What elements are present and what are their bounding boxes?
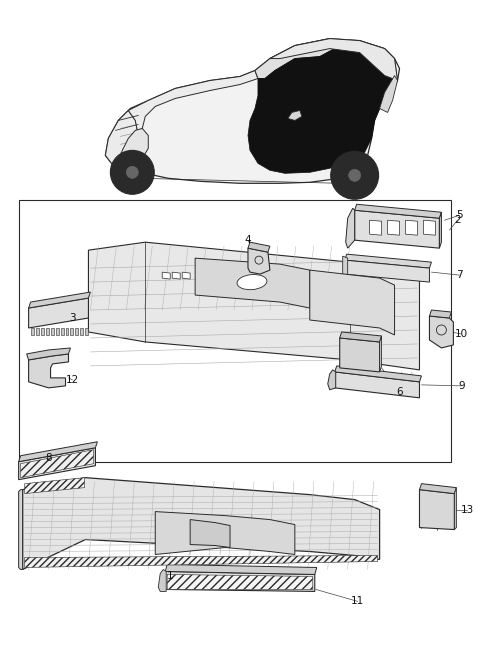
Polygon shape (19, 448, 96, 480)
Polygon shape (190, 520, 230, 548)
Polygon shape (355, 210, 439, 248)
Text: 12: 12 (66, 375, 79, 385)
Polygon shape (328, 370, 336, 390)
Polygon shape (23, 478, 380, 570)
Polygon shape (155, 511, 295, 555)
Polygon shape (36, 328, 38, 335)
Polygon shape (65, 328, 69, 335)
Polygon shape (29, 354, 69, 388)
Polygon shape (439, 212, 442, 248)
Polygon shape (182, 272, 190, 279)
Polygon shape (345, 254, 432, 268)
Polygon shape (310, 270, 395, 335)
Polygon shape (430, 310, 451, 318)
Polygon shape (71, 328, 73, 335)
Polygon shape (88, 242, 420, 370)
Polygon shape (75, 328, 78, 335)
Polygon shape (85, 328, 88, 335)
Polygon shape (29, 298, 88, 328)
Polygon shape (46, 328, 48, 335)
Text: 3: 3 (69, 313, 76, 323)
Polygon shape (162, 272, 170, 279)
Text: 2: 2 (454, 215, 461, 225)
Polygon shape (380, 336, 382, 372)
Polygon shape (455, 488, 456, 530)
Text: 9: 9 (458, 381, 465, 391)
Polygon shape (420, 484, 456, 493)
Polygon shape (56, 328, 59, 335)
Polygon shape (255, 39, 335, 79)
Ellipse shape (237, 275, 267, 290)
Circle shape (126, 166, 138, 178)
Polygon shape (335, 372, 420, 398)
Polygon shape (172, 272, 180, 279)
Polygon shape (19, 442, 97, 462)
Polygon shape (106, 110, 138, 168)
Polygon shape (41, 328, 44, 335)
Polygon shape (430, 316, 454, 348)
Polygon shape (346, 208, 355, 248)
Polygon shape (380, 75, 397, 112)
Text: 11: 11 (351, 597, 364, 606)
Polygon shape (19, 490, 23, 570)
Polygon shape (195, 258, 310, 308)
Polygon shape (158, 570, 166, 591)
Polygon shape (60, 328, 63, 335)
Polygon shape (21, 450, 94, 478)
Polygon shape (24, 478, 84, 493)
Polygon shape (355, 204, 442, 218)
Polygon shape (423, 220, 435, 235)
Polygon shape (31, 328, 34, 335)
Text: 10: 10 (455, 329, 468, 339)
Polygon shape (345, 260, 430, 282)
Polygon shape (26, 348, 71, 360)
Circle shape (110, 150, 154, 194)
Text: 4: 4 (245, 235, 252, 245)
Polygon shape (165, 571, 315, 591)
Polygon shape (406, 220, 418, 235)
Polygon shape (115, 128, 148, 168)
Polygon shape (387, 220, 399, 235)
Polygon shape (248, 41, 397, 174)
Text: 6: 6 (396, 387, 403, 397)
Polygon shape (370, 220, 382, 235)
Polygon shape (248, 248, 270, 274)
Polygon shape (343, 256, 348, 282)
Polygon shape (24, 555, 378, 568)
Polygon shape (288, 110, 302, 121)
Polygon shape (167, 575, 313, 590)
Polygon shape (29, 292, 90, 308)
Polygon shape (340, 338, 380, 372)
Polygon shape (270, 39, 397, 81)
Polygon shape (81, 328, 84, 335)
Text: 1: 1 (167, 571, 173, 581)
Polygon shape (248, 242, 270, 252)
Polygon shape (165, 564, 317, 575)
Circle shape (341, 161, 369, 189)
Circle shape (120, 159, 145, 185)
Text: 13: 13 (461, 504, 474, 515)
Polygon shape (340, 332, 382, 342)
Polygon shape (106, 39, 399, 183)
Polygon shape (128, 70, 258, 135)
Circle shape (331, 152, 379, 199)
Text: 5: 5 (456, 210, 463, 220)
Circle shape (348, 170, 360, 181)
Text: 7: 7 (456, 270, 463, 280)
Polygon shape (420, 490, 455, 530)
Polygon shape (50, 328, 54, 335)
Polygon shape (335, 366, 421, 382)
Text: 8: 8 (45, 453, 52, 462)
